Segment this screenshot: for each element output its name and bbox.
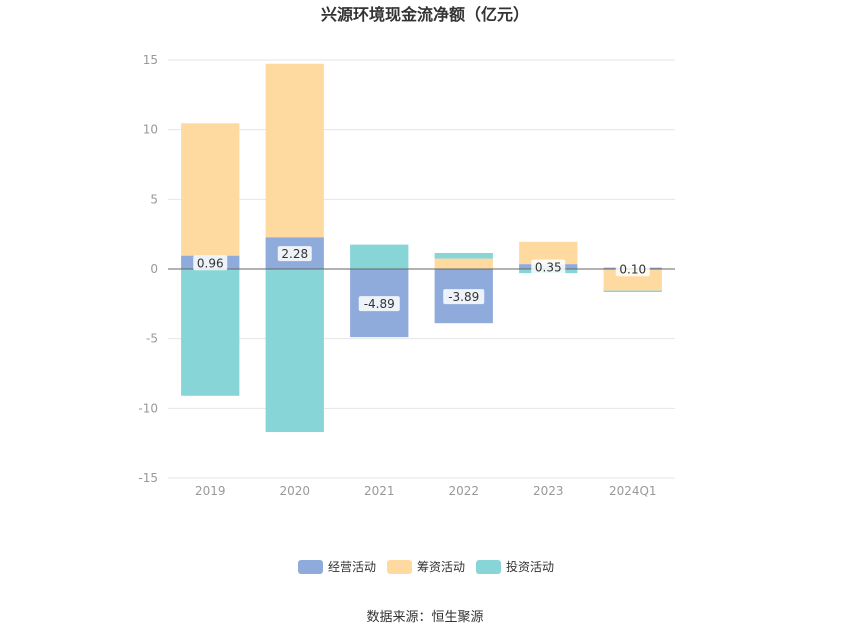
bar-2019 bbox=[181, 269, 240, 396]
bars bbox=[181, 63, 662, 433]
y-tick-label: 15 bbox=[143, 53, 158, 67]
legend-label: 经营活动 bbox=[328, 560, 376, 574]
x-tick-label: 2020 bbox=[279, 484, 310, 498]
data-label: 0.96 bbox=[197, 256, 224, 270]
y-tick-label: 0 bbox=[150, 262, 158, 276]
grid-lines bbox=[168, 59, 675, 479]
x-axis-ticks: 2019 2020 2021 2022 2023 2024Q1 bbox=[195, 484, 657, 498]
data-label-bg bbox=[531, 259, 566, 275]
bar-2024Q1 bbox=[603, 290, 662, 292]
data-label: 0.10 bbox=[619, 262, 646, 276]
legend-label: 筹资活动 bbox=[417, 560, 465, 574]
legend: 经营活动 筹资活动 投资活动 bbox=[298, 559, 554, 574]
bar-2020 bbox=[265, 269, 324, 433]
y-tick-label: -10 bbox=[138, 401, 158, 415]
bar-2022 bbox=[434, 258, 493, 269]
y-axis-ticks: 15 10 5 0 -5 -10 -15 bbox=[138, 53, 158, 485]
data-label: -4.89 bbox=[364, 297, 395, 311]
chart-title: 兴源环境现金流净额（亿元） bbox=[321, 5, 529, 24]
legend-swatch bbox=[387, 560, 412, 574]
data-label: -3.89 bbox=[448, 290, 479, 304]
x-tick-label: 2021 bbox=[364, 484, 395, 498]
source-note: 数据来源：恒生聚源 bbox=[366, 610, 483, 625]
legend-swatch bbox=[298, 560, 323, 574]
data-label-bg bbox=[358, 296, 400, 312]
x-tick-label: 2023 bbox=[533, 484, 564, 498]
y-tick-label: 5 bbox=[150, 192, 158, 206]
x-tick-label: 2024Q1 bbox=[609, 484, 657, 498]
bar-2021 bbox=[350, 244, 409, 269]
legend-label: 投资活动 bbox=[506, 559, 554, 574]
y-tick-label: -5 bbox=[146, 332, 158, 346]
x-tick-label: 2019 bbox=[195, 484, 226, 498]
legend-swatch bbox=[476, 560, 501, 574]
x-tick-label: 2022 bbox=[448, 484, 479, 498]
bar-2022 bbox=[434, 252, 493, 259]
bar-2019 bbox=[181, 123, 240, 256]
bar-2023 bbox=[519, 241, 578, 265]
data-labels: 0.96 2.28 -4.89 -3.89 0.35 0.10 bbox=[193, 246, 650, 312]
y-tick-label: 10 bbox=[143, 123, 158, 137]
data-label-bg bbox=[443, 289, 485, 305]
data-label-bg bbox=[615, 261, 650, 277]
y-tick-label: -15 bbox=[138, 471, 158, 485]
data-label-bg bbox=[277, 246, 312, 262]
data-label: 0.35 bbox=[535, 261, 562, 275]
data-label: 2.28 bbox=[281, 247, 308, 261]
bar-2020 bbox=[265, 63, 324, 238]
data-label-bg bbox=[193, 255, 228, 271]
